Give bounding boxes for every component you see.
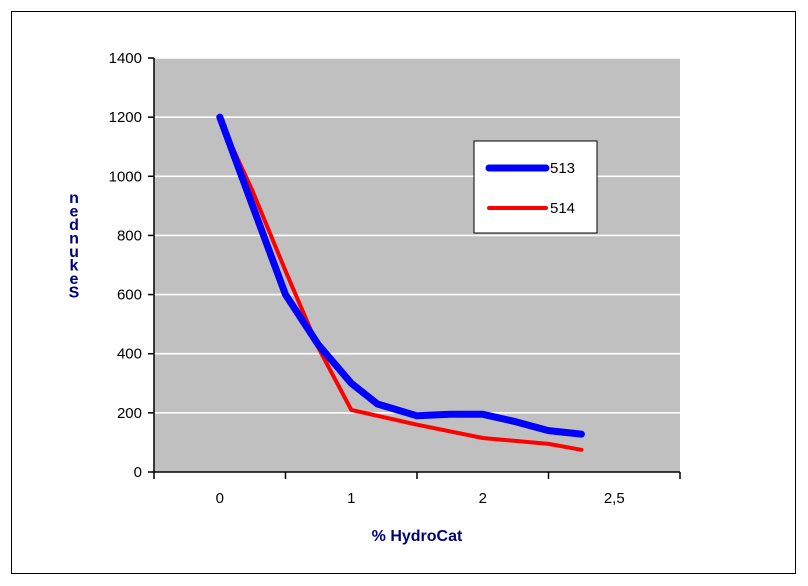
y-axis-title-char: n <box>69 190 79 207</box>
chart-container: 0 200 400 600 800 1000 1200 1400 0 1 2 2,5 % Hydro… <box>11 11 796 574</box>
legend-box <box>473 140 598 234</box>
x-tick-labels: 0 1 2 2,5 <box>216 490 625 507</box>
y-axis-title-char: S <box>69 285 80 302</box>
y-axis-title-char: u <box>69 244 79 261</box>
y-axis-title-char: d <box>69 217 79 234</box>
y-tick-label: 1200 <box>109 109 142 126</box>
y-tick-label: 600 <box>117 287 142 304</box>
series-line-513 <box>216 113 585 438</box>
legend-label-514: 514 <box>550 200 575 217</box>
axes <box>148 57 681 479</box>
y-tick-label: 800 <box>117 227 142 244</box>
x-tick-label: 0 <box>216 490 224 507</box>
y-tick-label: 400 <box>117 346 142 363</box>
y-axis-title-char: n <box>69 231 79 248</box>
legend-label-513: 513 <box>550 160 575 177</box>
y-tick-label: 1000 <box>109 168 142 185</box>
plot-background <box>154 58 680 472</box>
y-tick-labels: 0 200 400 600 800 1000 1200 1400 <box>109 50 142 481</box>
x-tick-label: 2,5 <box>604 490 625 507</box>
y-axis-title-char: k <box>70 258 79 275</box>
y-tick-label: 1400 <box>109 50 142 67</box>
y-axis-title-char: e <box>70 204 79 221</box>
series-lines <box>216 113 585 452</box>
x-tick-label: 1 <box>347 490 355 507</box>
x-axis-title: % HydroCat <box>372 528 463 545</box>
legend: 513 514 <box>473 140 598 234</box>
line-chart: 0 200 400 600 800 1000 1200 1400 0 1 2 2,5 % Hydro… <box>69 50 681 545</box>
y-tick-label: 200 <box>117 405 142 422</box>
y-tick-label: 0 <box>134 464 142 481</box>
y-axis-title-char: e <box>70 271 79 288</box>
series-line-514 <box>217 118 584 452</box>
x-tick-label: 2 <box>479 490 487 507</box>
